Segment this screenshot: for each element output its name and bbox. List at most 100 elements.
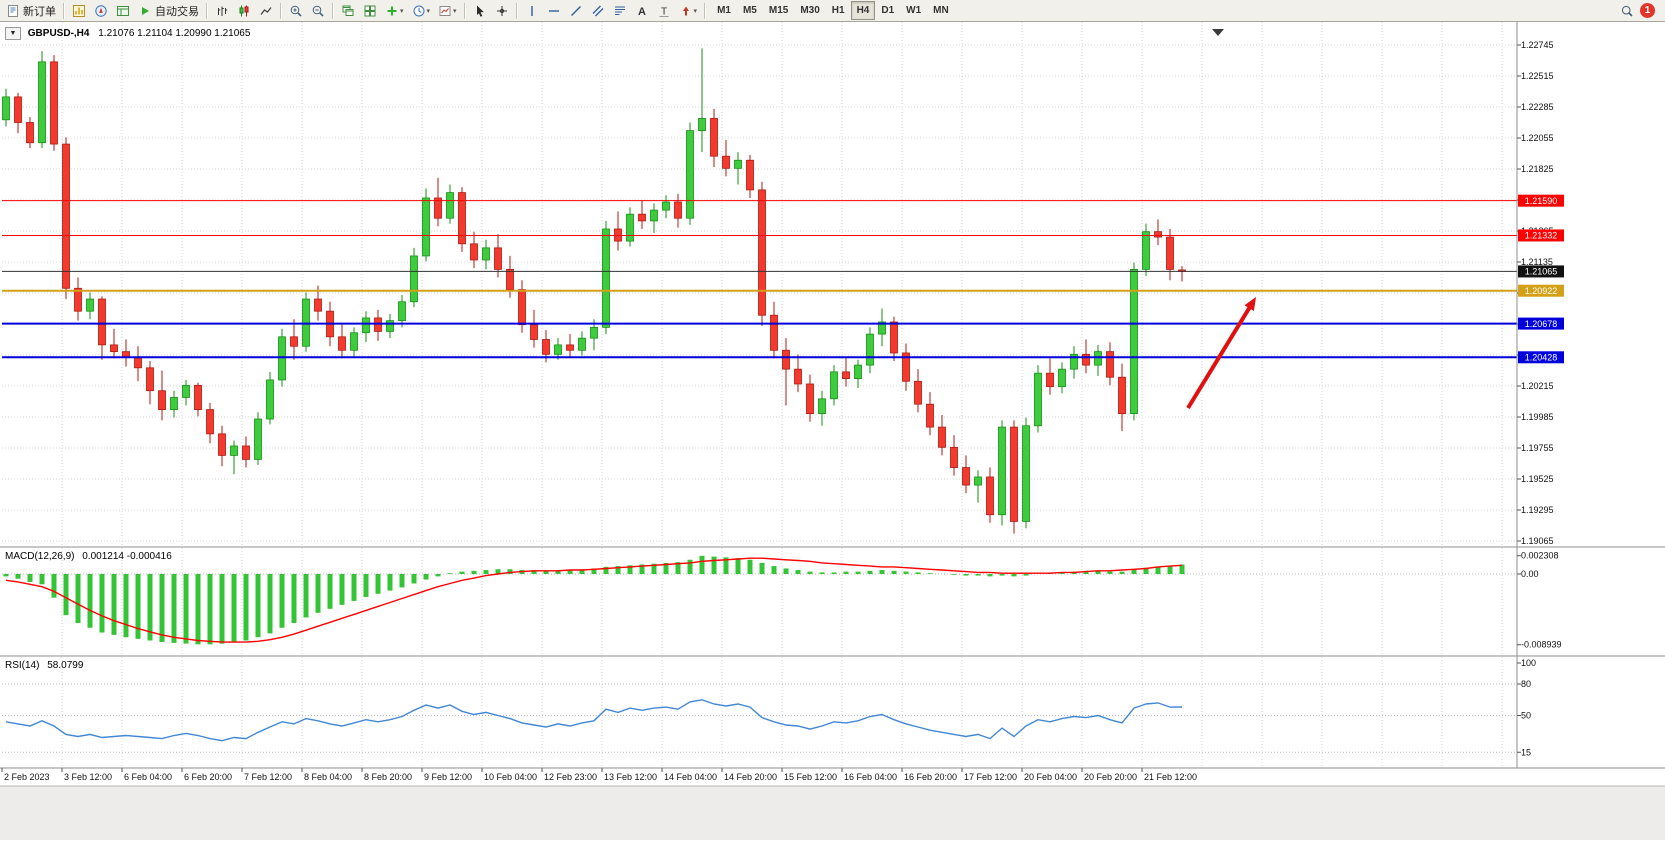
bottom-strip — [0, 786, 1665, 840]
zoom-out-button[interactable] — [308, 2, 328, 20]
price-tag — [1518, 229, 1564, 242]
rsi-indicator — [2, 683, 1517, 753]
cursor-icon — [476, 5, 484, 17]
price-tag — [1518, 351, 1564, 364]
templates-button[interactable]: ▾ — [435, 2, 460, 20]
rsi-panel[interactable] — [2, 657, 1517, 768]
toolbar-separator — [515, 2, 518, 19]
svg-text:1.20678: 1.20678 — [1525, 319, 1558, 329]
label-tool-icon: T — [659, 6, 669, 17]
navigator-button[interactable] — [91, 2, 111, 20]
svg-text:13 Feb 12:00: 13 Feb 12:00 — [604, 772, 657, 782]
svg-text:1.22285: 1.22285 — [1521, 102, 1554, 112]
cascade-windows-icon — [342, 5, 354, 16]
arrow-head[interactable] — [1244, 297, 1257, 311]
svg-text:17 Feb 12:00: 17 Feb 12:00 — [964, 772, 1017, 782]
svg-text:1.22515: 1.22515 — [1521, 71, 1554, 81]
svg-text:A: A — [638, 6, 646, 18]
timeframe-button-m15[interactable]: M15 — [768, 5, 789, 16]
candlestick-chart-icon — [239, 5, 249, 16]
terminal-button[interactable] — [113, 2, 133, 20]
crosshair-icon — [496, 5, 507, 16]
svg-text:20 Feb 20:00: 20 Feb 20:00 — [1084, 772, 1137, 782]
horizontal-line-button[interactable] — [544, 2, 564, 20]
svg-text:T: T — [660, 6, 666, 17]
timeframe-button-m30[interactable]: M30 — [800, 5, 820, 16]
svg-text:3 Feb 12:00: 3 Feb 12:00 — [64, 772, 112, 782]
cursor-button[interactable] — [470, 2, 490, 20]
svg-text:14 Feb 04:00: 14 Feb 04:00 — [664, 772, 717, 782]
search-button[interactable] — [1617, 2, 1637, 20]
price-tag — [1518, 265, 1564, 278]
dropdown-caret-icon: ▾ — [453, 7, 457, 15]
trendline-button[interactable] — [566, 2, 586, 20]
svg-text:15 Feb 12:00: 15 Feb 12:00 — [784, 772, 837, 782]
notification-badge[interactable]: 1 — [1640, 3, 1655, 18]
svg-text:6 Feb 20:00: 6 Feb 20:00 — [184, 772, 232, 782]
channel-icon — [592, 5, 604, 16]
periods-button[interactable]: ▾ — [409, 2, 434, 20]
svg-text:1.21065: 1.21065 — [1525, 267, 1558, 277]
svg-text:0.002308: 0.002308 — [1521, 551, 1559, 561]
chart-shift-marker[interactable] — [1212, 29, 1224, 36]
price-axis[interactable]: 1.22745 1.22515 1.22285 1.22055 1.21825 1.215… — [1517, 22, 1665, 768]
timeframe-button-m5[interactable]: M5 — [742, 5, 757, 16]
terminal-icon — [117, 5, 129, 16]
svg-text:1.22055: 1.22055 — [1521, 133, 1554, 143]
arrow-object[interactable] — [1186, 304, 1253, 410]
candlesticks — [2, 48, 1186, 534]
cascade-windows-button[interactable] — [338, 2, 358, 20]
market-watch-button[interactable] — [69, 2, 89, 20]
svg-text:1.21332: 1.21332 — [1525, 231, 1558, 241]
one-click-trading-toggle[interactable]: ▼ — [5, 27, 21, 40]
timeframe-button-mn[interactable]: MN — [933, 5, 949, 16]
timeframe-button-d1[interactable]: D1 — [881, 5, 895, 16]
bar-chart-button[interactable] — [212, 2, 232, 20]
price-tag — [1518, 317, 1564, 330]
chart-window: 1.22745 1.22515 1.22285 1.22055 1.21825 1.215… — [0, 22, 1665, 840]
navigator-icon — [95, 4, 107, 17]
svg-text:1.21590: 1.21590 — [1525, 196, 1558, 206]
svg-text:1.20215: 1.20215 — [1521, 381, 1554, 391]
time-axis[interactable]: 2 Feb 2023 3 Feb 12:00 6 Feb 04:00 6 Feb 20… — [1, 768, 1197, 782]
svg-text:1.21135: 1.21135 — [1521, 257, 1553, 267]
level-lines — [2, 200, 1517, 359]
tile-windows-button[interactable] — [360, 2, 380, 20]
zoom-in-button[interactable] — [286, 2, 306, 20]
svg-text:1.22745: 1.22745 — [1521, 40, 1554, 50]
timeframe-button-h4[interactable]: H4 — [850, 1, 876, 20]
vertical-line-icon — [530, 5, 533, 16]
price-tag — [1518, 284, 1564, 297]
svg-text:100: 100 — [1521, 658, 1536, 668]
zoom-out-icon — [312, 5, 324, 17]
timeframe-button-m1[interactable]: M1 — [717, 5, 731, 16]
toolbar-separator — [280, 2, 282, 19]
line-chart-icon — [260, 6, 272, 15]
text-tool-button[interactable]: A — [632, 2, 652, 20]
horizontal-line-icon — [548, 9, 559, 12]
fibonacci-button[interactable] — [610, 2, 630, 20]
autotrading-button[interactable]: 自动交易 — [135, 2, 202, 20]
timeframe-button-h1[interactable]: H1 — [831, 5, 845, 16]
template-icon — [439, 5, 451, 16]
label-tool-button[interactable]: T — [654, 2, 674, 20]
svg-text:7 Feb 12:00: 7 Feb 12:00 — [244, 772, 292, 782]
svg-text:50: 50 — [1521, 711, 1531, 721]
svg-text:1.19755: 1.19755 — [1521, 443, 1554, 453]
timeframe-button-w1[interactable]: W1 — [906, 5, 922, 16]
line-chart-button[interactable] — [256, 2, 276, 20]
channel-button[interactable] — [588, 2, 608, 20]
candlestick-chart-button[interactable] — [234, 2, 254, 20]
vertical-line-button[interactable] — [522, 2, 542, 20]
new-order-button[interactable]: 新订单 — [3, 2, 59, 20]
indicators-button[interactable]: ▾ — [382, 2, 407, 20]
toolbar: 新订单 自动交易 ▾ ▾ ▾ — [0, 0, 1665, 22]
svg-text:8 Feb 04:00: 8 Feb 04:00 — [304, 772, 352, 782]
crosshair-button[interactable] — [492, 2, 512, 20]
toolbar-separator — [63, 2, 65, 19]
price-tag — [1518, 194, 1564, 207]
svg-text:0.00: 0.00 — [1521, 569, 1539, 579]
svg-text:9 Feb 12:00: 9 Feb 12:00 — [424, 772, 472, 782]
macd-indicator — [2, 555, 1517, 645]
arrows-tool-button[interactable]: ▾ — [676, 2, 701, 20]
